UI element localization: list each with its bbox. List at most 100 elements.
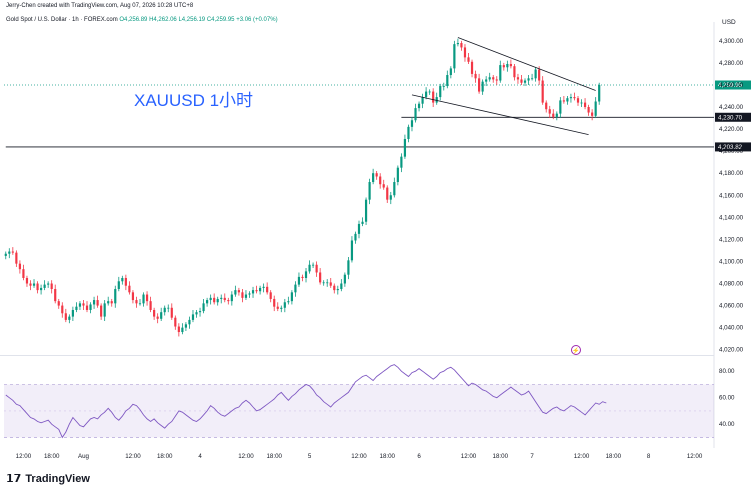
candle — [57, 298, 60, 309]
candle — [322, 280, 325, 286]
candlestick-series — [4, 38, 601, 337]
candle — [25, 275, 29, 287]
candle — [184, 322, 188, 331]
candle-body — [68, 316, 71, 320]
candle-body — [520, 79, 523, 83]
candle — [47, 281, 50, 288]
candle-body — [29, 283, 32, 286]
candle — [96, 295, 99, 308]
rsi-line — [5, 364, 607, 439]
candle — [71, 306, 74, 322]
alert-icon[interactable]: ⚡ — [571, 345, 581, 355]
candle-body — [142, 294, 145, 304]
candle-body — [47, 283, 50, 285]
candle — [301, 274, 304, 282]
candle — [18, 260, 21, 274]
candle-body — [382, 184, 385, 188]
candle-body — [107, 301, 110, 304]
grid-lines — [0, 22, 715, 448]
candle-body — [262, 286, 265, 288]
candle-body — [580, 102, 583, 104]
candle-body — [114, 289, 117, 304]
candle — [276, 302, 279, 312]
candle — [414, 103, 417, 123]
candle-body — [128, 285, 131, 293]
currency-label: USD — [722, 19, 736, 26]
candle-body — [393, 182, 396, 196]
candle-body — [85, 305, 89, 310]
ohlc-change: +3.06 (+0.07%) — [236, 17, 278, 23]
candle-body — [322, 282, 325, 284]
candle — [167, 304, 170, 313]
candle-body — [509, 63, 512, 67]
time-tick-label: 18:00 — [266, 453, 282, 460]
candle — [89, 302, 92, 314]
chart-annotation: XAUUSD 1小时 — [134, 91, 253, 110]
candle-body — [18, 263, 21, 270]
price-tick-label: 4,140.00 — [719, 214, 744, 221]
candle — [545, 100, 548, 113]
candle — [124, 274, 127, 291]
time-tick-label: 18:00 — [44, 453, 60, 460]
candle-body — [315, 264, 318, 273]
candle-body — [297, 276, 301, 285]
candle — [499, 60, 502, 83]
candle-body — [478, 78, 481, 92]
candle-body — [311, 264, 315, 266]
candle — [131, 290, 135, 304]
candle — [149, 296, 152, 313]
candle — [463, 44, 467, 62]
candle — [8, 248, 11, 259]
candle — [227, 297, 230, 305]
level-tag-label: 4,230.70 — [718, 114, 743, 121]
candle — [375, 170, 378, 180]
candle — [361, 217, 364, 227]
candle — [92, 296, 96, 309]
candle — [386, 185, 389, 203]
last-price-label: 4,259.95 — [718, 82, 743, 89]
price-axis[interactable]: 4,300.00 4,280.00 4,260.00 4,240.00 4,220.00… — [719, 38, 744, 428]
candle — [329, 277, 332, 288]
candle — [78, 301, 82, 310]
candle-body — [354, 233, 357, 241]
candle-body — [534, 69, 537, 79]
candle-body — [541, 80, 544, 103]
candle-body — [506, 63, 509, 68]
candle — [449, 66, 452, 79]
candle-body — [400, 156, 403, 168]
level-tag-label: 4,203.82 — [718, 144, 743, 151]
symbol-info-line: Gold Spot / U.S. Dollar · 1h · FOREX.com… — [6, 17, 278, 23]
candle-body — [425, 91, 428, 98]
candle-body — [538, 69, 541, 81]
candle-body — [453, 44, 456, 69]
candle — [61, 302, 64, 318]
candle — [538, 66, 541, 85]
candle — [273, 295, 276, 312]
time-tick-label: 5 — [308, 453, 312, 460]
candle-body — [527, 78, 530, 81]
candle-body — [460, 43, 463, 48]
candle-body — [499, 65, 502, 81]
candle — [114, 285, 117, 308]
candle-body — [89, 304, 92, 310]
rsi-tick-label: 40.00 — [719, 421, 735, 428]
time-axis[interactable]: 12:00 18:00 Aug 12:00 18:00 4 12:00 18:00 5 12:00… — [16, 453, 703, 460]
candle-body — [43, 284, 46, 288]
candle-body — [304, 271, 308, 278]
candle — [237, 287, 240, 296]
candle-body — [463, 47, 467, 58]
candle-body — [280, 307, 283, 309]
trendline — [457, 37, 596, 91]
candle — [294, 281, 297, 297]
candle — [195, 309, 198, 318]
candle-body — [290, 292, 293, 302]
candle — [594, 97, 597, 119]
candle — [372, 168, 375, 185]
candle — [82, 300, 85, 310]
candle-body — [548, 109, 551, 114]
candle — [177, 323, 180, 337]
candle-body — [368, 182, 371, 200]
candle-body — [50, 283, 53, 290]
candle — [474, 70, 477, 83]
